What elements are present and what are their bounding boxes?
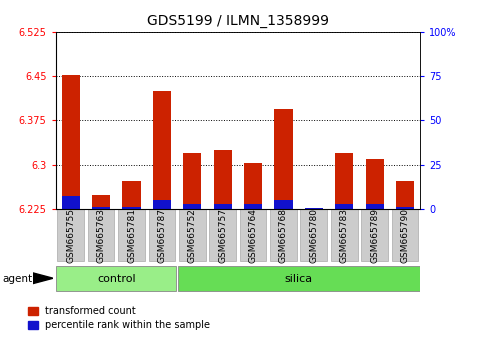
Bar [305,208,323,209]
Text: agent: agent [2,274,32,284]
Bar [92,195,110,209]
Text: GSM665768: GSM665768 [279,208,288,263]
Bar [213,204,232,209]
Bar [183,153,201,209]
Bar [274,109,293,209]
Text: GSM665764: GSM665764 [249,208,257,263]
Bar [57,209,84,261]
Bar [240,209,267,261]
Bar [331,209,357,261]
Text: GSM665787: GSM665787 [157,208,167,263]
Bar [213,150,232,209]
Bar [178,266,420,291]
Bar [92,207,110,209]
Bar [361,209,388,261]
Bar [62,196,80,209]
Bar [366,204,384,209]
Bar [244,163,262,209]
Bar [153,91,171,209]
Text: GSM665789: GSM665789 [370,208,379,263]
Bar [62,75,80,209]
Legend: transformed count, percentile rank within the sample: transformed count, percentile rank withi… [24,302,214,334]
Bar [366,159,384,209]
Text: GSM665755: GSM665755 [66,208,75,263]
Text: GSM665781: GSM665781 [127,208,136,263]
Bar [122,207,141,209]
Bar [122,181,141,209]
Bar [118,209,145,261]
Bar [209,209,236,261]
Bar [305,208,323,209]
Polygon shape [33,273,53,284]
Text: GSM665790: GSM665790 [400,208,410,263]
Bar [270,209,297,261]
Text: GSM665752: GSM665752 [188,208,197,263]
Bar [153,200,171,209]
Bar [149,209,175,261]
Bar [244,204,262,209]
Bar [300,209,327,261]
Text: GSM665780: GSM665780 [309,208,318,263]
Bar [396,207,414,209]
Text: GSM665763: GSM665763 [97,208,106,263]
Bar [183,204,201,209]
Bar [335,153,354,209]
Text: GSM665783: GSM665783 [340,208,349,263]
Text: control: control [97,274,136,284]
Text: silica: silica [284,274,313,284]
Title: GDS5199 / ILMN_1358999: GDS5199 / ILMN_1358999 [147,14,329,28]
Bar [392,209,418,261]
Text: GSM665757: GSM665757 [218,208,227,263]
Bar [179,209,206,261]
Bar [396,181,414,209]
Bar [274,200,293,209]
Bar [335,204,354,209]
Bar [88,209,114,261]
Bar [56,266,176,291]
